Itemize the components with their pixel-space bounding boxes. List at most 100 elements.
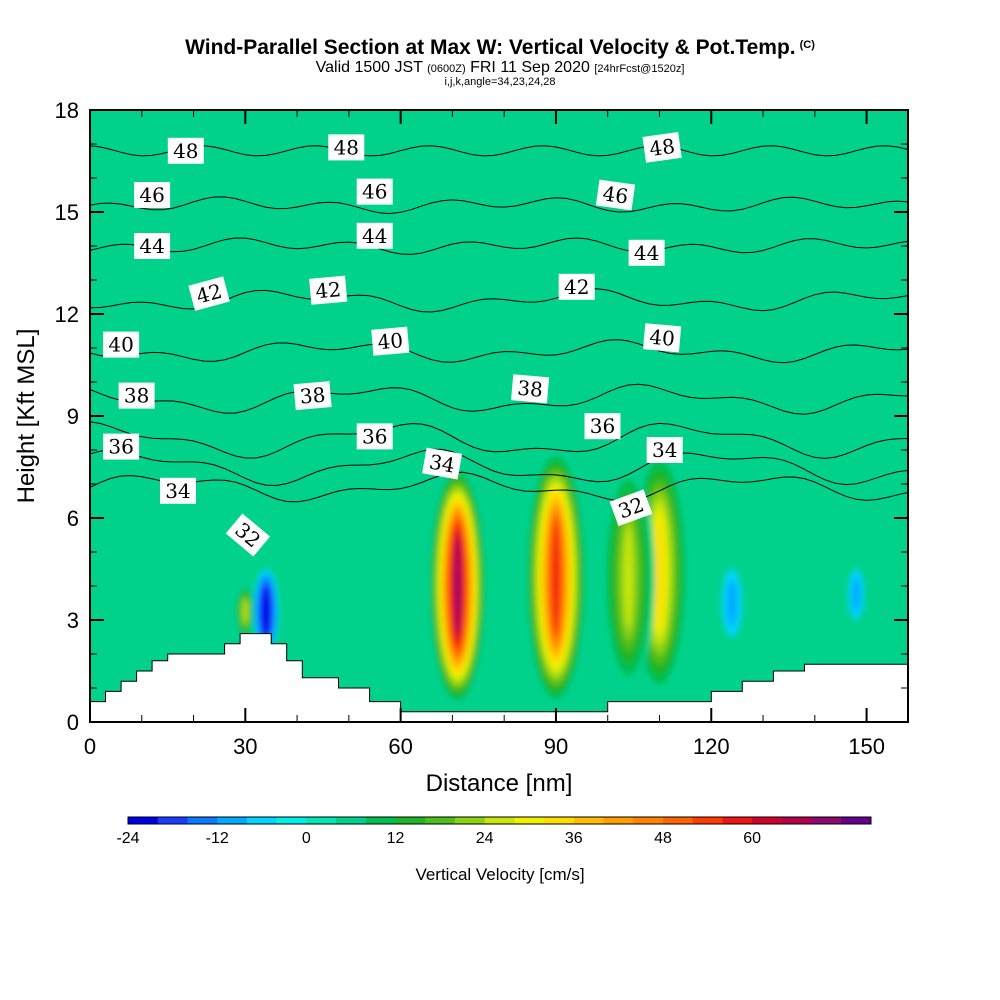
theta-label: 44 <box>134 233 171 259</box>
y-tick-label: 15 <box>55 200 79 225</box>
x-tick-label: 120 <box>693 734 730 759</box>
colorbar-label: Vertical Velocity [cm/s] <box>415 865 584 884</box>
theta-label-box <box>118 382 155 409</box>
theta-label-box <box>628 239 665 266</box>
y-tick-label: 0 <box>67 710 79 735</box>
theta-label: 40 <box>371 326 410 356</box>
colorbar-swatch <box>395 817 426 824</box>
theta-label-text: 38 <box>299 383 326 409</box>
updraft-level <box>655 519 664 626</box>
y-tick-label: 6 <box>67 506 79 531</box>
colorbar-swatch <box>217 817 248 824</box>
y-axis-label: Height [Kft MSL] <box>13 329 40 504</box>
theta-label-box <box>225 513 271 557</box>
theta-label: 36 <box>103 433 140 460</box>
theta-label: 34 <box>646 437 683 463</box>
theta-label-box <box>371 326 410 356</box>
colorbar-swatch <box>752 817 783 824</box>
chart-title: Wind-Parallel Section at Max W: Vertical… <box>0 36 1000 60</box>
colorbar-swatch <box>128 817 159 824</box>
theta-label-text: 40 <box>648 325 675 351</box>
colorbar-tick-label: 12 <box>387 830 405 847</box>
colorbar: -24 -12 0 12 24 36 48 60 <box>116 816 872 847</box>
indices-line: i,j,k,angle=34,23,24,28 <box>444 76 556 88</box>
x-tick-label: 150 <box>848 734 885 759</box>
theta-label-text: 34 <box>652 438 677 462</box>
colorbar-swatch <box>306 817 337 824</box>
y-tick-label: 12 <box>55 302 79 327</box>
theta-label: 46 <box>595 179 636 211</box>
x-tick-label: 60 <box>388 734 412 759</box>
theta-label: 36 <box>356 423 393 450</box>
colorbar-swatch <box>663 817 694 824</box>
terrain <box>90 633 908 722</box>
theta-label: 48 <box>167 137 204 164</box>
theta-label-box <box>356 178 393 205</box>
theta-label-text: 44 <box>634 241 659 265</box>
colorbar-swatch <box>841 817 872 824</box>
colorbar-swatch <box>811 817 842 824</box>
field-background <box>90 110 908 722</box>
y-tick-label: 9 <box>67 404 79 429</box>
theta-label: 40 <box>643 323 682 353</box>
theta-label-text: 44 <box>139 234 164 258</box>
theta-label-text: 38 <box>516 376 543 402</box>
theta-label: 44 <box>356 222 393 249</box>
theta-contour-line <box>90 471 908 503</box>
theta-label-box <box>356 423 393 450</box>
colorbar-swatch <box>514 817 545 824</box>
theta-label-text: 40 <box>377 328 404 354</box>
colorbar-swatch <box>336 817 367 824</box>
theta-contour-line <box>90 339 908 364</box>
theta-label-box <box>511 374 550 404</box>
updraft-level <box>624 526 633 629</box>
theta-label-box <box>293 381 332 411</box>
theta-label-text: 36 <box>362 424 387 448</box>
theta-label: 34 <box>160 477 196 504</box>
colorbar-tick-label: -12 <box>206 830 229 847</box>
colorbar-swatch <box>544 817 575 824</box>
theta-label-box <box>646 437 683 463</box>
theta-label-box <box>356 222 393 249</box>
theta-label: 38 <box>293 381 332 411</box>
theta-label-box <box>422 447 463 480</box>
theta-label-box <box>103 433 140 460</box>
theta-label-box <box>103 331 140 358</box>
theta-label-text: 46 <box>362 180 387 204</box>
colorbar-tick-label: 60 <box>743 830 761 847</box>
theta-label-text: 42 <box>564 275 589 299</box>
theta-label-text: 36 <box>590 414 615 438</box>
theta-contour-line <box>90 196 908 215</box>
theta-label: 48 <box>642 132 682 163</box>
theta-label-text: 46 <box>139 183 164 207</box>
colorbar-swatch <box>781 817 812 824</box>
colorbar-swatch <box>484 817 515 824</box>
colorbar-swatch <box>722 817 753 824</box>
theta-contour-line <box>90 237 908 255</box>
theta-label-box <box>134 233 171 259</box>
x-tick-label: 30 <box>233 734 257 759</box>
theta-contour-line <box>90 421 908 459</box>
y-tick-label: 18 <box>55 98 79 123</box>
theta-label: 42 <box>309 275 348 305</box>
theta-label-text: 34 <box>165 479 190 503</box>
colorbar-swatch <box>246 817 278 824</box>
velocity-cells <box>235 450 865 705</box>
theta-label: 40 <box>103 331 140 358</box>
theta-label-box <box>328 134 365 161</box>
colorbar-swatch <box>187 817 218 824</box>
theta-label: 34 <box>422 447 463 480</box>
theta-contour-line <box>90 145 908 157</box>
theta-contour-line <box>90 383 908 415</box>
theta-label-text: 34 <box>427 450 456 478</box>
colorbar-tick-label: -24 <box>116 830 139 847</box>
valid-line: Valid 1500 JST (0600Z) FRI 11 Sep 2020 [… <box>0 59 1000 77</box>
updraft-level <box>243 599 247 624</box>
colorbar-swatch <box>276 817 307 824</box>
downdraft-level <box>726 580 738 626</box>
theta-label-box <box>643 323 682 353</box>
theta-label-box <box>167 137 204 164</box>
